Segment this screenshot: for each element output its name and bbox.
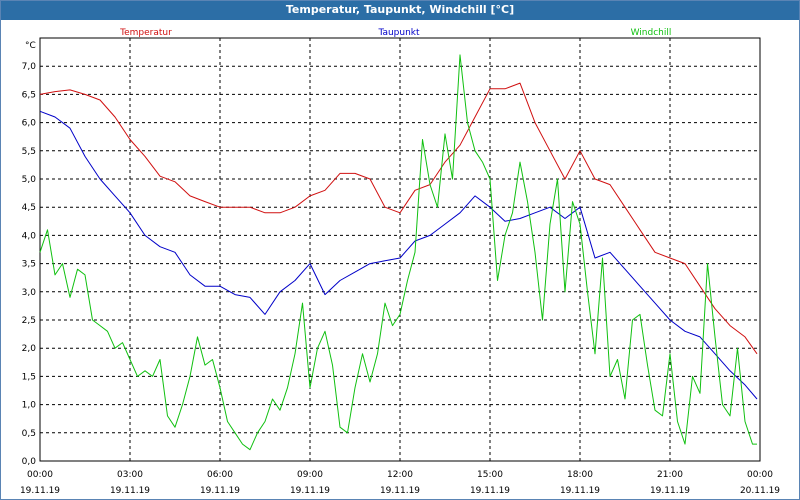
y-tick-label: 2,0	[22, 344, 37, 354]
x-axis-ticks: 00:00 19.11.19 03:00 19.11.19 06:00 19.11.19 0…	[20, 470, 780, 496]
grid-lines	[40, 38, 760, 461]
y-tick-label: 0,0	[22, 457, 37, 467]
y-tick-label: 3,5	[22, 260, 36, 270]
series-taupunkt-line	[39, 110, 758, 400]
x-tick-date: 19.11.19	[20, 486, 60, 496]
y-tick-label: 3,0	[22, 288, 37, 298]
x-tick-date: 19.11.19	[110, 486, 150, 496]
title-bar: Temperatur, Taupunkt, Windchill [°C]	[1, 1, 799, 20]
legend: Temperatur Taupunkt Windchill	[119, 28, 671, 38]
x-tick-time: 03:00	[117, 470, 143, 480]
y-tick-label: 1,5	[22, 372, 36, 382]
y-tick-label: 1,0	[22, 401, 37, 411]
y-axis-label: °C	[25, 41, 36, 51]
y-tick-label: 7,0	[22, 62, 37, 72]
y-tick-label: 0,5	[22, 429, 36, 439]
y-tick-label: 4,0	[22, 231, 37, 241]
series-windchill-line	[39, 54, 757, 451]
x-tick-date: 19.11.19	[560, 486, 600, 496]
x-tick-time: 06:00	[207, 470, 233, 480]
plot-area	[39, 37, 761, 462]
x-tick-date: 19.11.19	[200, 486, 240, 496]
y-axis-ticks: 0,0 0,5 1,0 1,5 2,0 2,5 3,0 3,5 4,0 4,5 5,0 5,5 6,0 6…	[22, 62, 37, 467]
series-temperatur-line	[39, 82, 758, 355]
y-tick-label: 6,5	[22, 90, 36, 100]
y-tick-label: 4,5	[22, 203, 36, 213]
series-lines	[39, 54, 758, 451]
x-tick-date: 19.11.19	[650, 486, 690, 496]
y-tick-label: 5,5	[22, 147, 36, 157]
legend-windchill: Windchill	[631, 28, 672, 38]
y-tick-label: 2,5	[22, 316, 36, 326]
x-tick-time: 12:00	[387, 470, 413, 480]
x-tick-time: 00:00	[747, 470, 773, 480]
x-tick-time: 09:00	[297, 470, 323, 480]
x-tick-time: 18:00	[567, 470, 593, 480]
legend-temperatur: Temperatur	[119, 28, 172, 38]
x-tick-date: 20.11.19	[740, 486, 780, 496]
legend-taupunkt: Taupunkt	[377, 28, 420, 38]
x-tick-time: 21:00	[657, 470, 683, 480]
x-tick-date: 19.11.19	[380, 486, 420, 496]
x-tick-date: 19.11.19	[470, 486, 510, 496]
x-tick-time: 00:00	[27, 470, 53, 480]
x-tick-time: 15:00	[477, 470, 503, 480]
x-tick-date: 19.11.19	[290, 486, 330, 496]
y-tick-label: 5,0	[22, 175, 37, 185]
y-tick-label: 6,0	[22, 119, 37, 129]
